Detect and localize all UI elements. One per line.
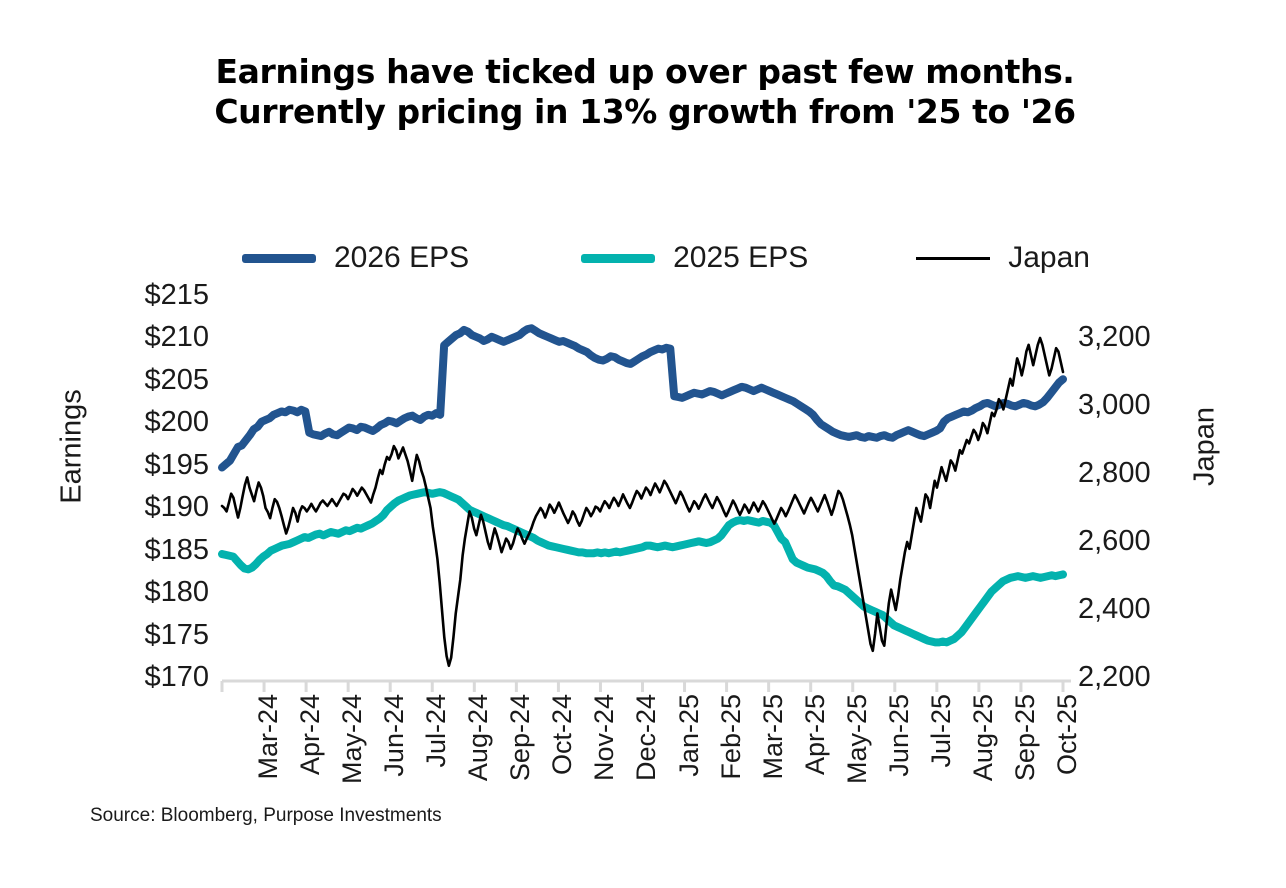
x-axis-tick-label: May-24 — [337, 694, 368, 785]
right-axis-tick-label: 2,400 — [1078, 593, 1151, 625]
line-swatch-icon — [916, 256, 991, 260]
left-axis-tick-label: $185 — [144, 533, 209, 566]
left-axis-tick-label: $170 — [144, 661, 209, 693]
x-axis-tick-label: Apr-25 — [799, 694, 830, 776]
right-axis-tick-label: 3,000 — [1078, 389, 1151, 421]
legend-item-2026-eps[interactable]: 2026 EPS — [242, 241, 469, 275]
left-axis-tick-label: $195 — [144, 448, 209, 481]
x-axis-tick-label: Apr-24 — [295, 694, 326, 776]
right-axis-tick-label: 2,600 — [1078, 525, 1151, 557]
x-axis-tick-label: Oct-24 — [547, 694, 578, 776]
series-line-japan — [220, 336, 1065, 668]
left-axis-tick-label: $205 — [144, 363, 209, 396]
legend-label: 2026 EPS — [334, 241, 470, 274]
x-axis-tick-label: Oct-25 — [1051, 694, 1082, 776]
series-line-2026-eps — [218, 324, 1067, 472]
left-axis-title: Earnings — [55, 389, 88, 504]
right-axis-tick-label: 2,200 — [1078, 661, 1151, 693]
left-axis-tick-label: $175 — [144, 618, 209, 651]
x-axis-tick-label: Aug-24 — [463, 694, 494, 782]
x-axis-tick-label: Aug-25 — [967, 694, 998, 782]
left-axis-tick-label: $215 — [144, 279, 209, 311]
left-axis-tick-label: $180 — [144, 576, 209, 609]
x-axis-tick-label: Jun-24 — [379, 694, 410, 777]
left-axis-tick-label: $210 — [144, 321, 209, 354]
page-title: Earnings have ticked up over past few mo… — [214, 52, 1076, 131]
x-axis-tick-label: Jan-25 — [673, 694, 704, 777]
x-axis-tick-label: Jul-24 — [421, 694, 452, 768]
x-axis-tick-label: Nov-24 — [589, 694, 620, 782]
line-swatch-icon — [581, 253, 656, 263]
x-axis-tick-label: Sep-24 — [505, 694, 536, 782]
right-axis-tick-label: 2,800 — [1078, 457, 1151, 489]
x-axis-tick-label: Mar-25 — [757, 694, 788, 780]
legend-item-japan[interactable]: Japan — [916, 241, 1090, 275]
x-axis-tick-label: Jul-25 — [925, 694, 956, 768]
x-axis-tick-label: Jun-25 — [883, 694, 914, 777]
x-axis-tick-label: May-25 — [841, 694, 872, 785]
left-axis-tick-label: $200 — [144, 406, 209, 439]
legend-item-2025-eps[interactable]: 2025 EPS — [581, 241, 808, 275]
x-axis-tick-label: Sep-25 — [1009, 694, 1040, 782]
source-note: Source: Bloomberg, Purpose Investments — [90, 805, 442, 826]
right-axis-title: Japan — [1188, 407, 1221, 487]
chart-legend: 2026 EPS 2025 EPS Japan — [222, 238, 1090, 278]
series-line-2025-eps — [218, 488, 1067, 647]
x-axis-tick-label: Mar-24 — [253, 694, 284, 780]
x-axis-tick-label: Dec-24 — [631, 694, 662, 782]
line-swatch-icon — [242, 253, 316, 263]
x-axis-tick-label: Feb-25 — [715, 694, 746, 780]
legend-label: Japan — [1008, 241, 1090, 274]
left-axis-tick-label: $190 — [144, 491, 209, 524]
right-axis-tick-label: 3,200 — [1078, 321, 1151, 353]
legend-label: 2025 EPS — [673, 241, 809, 274]
